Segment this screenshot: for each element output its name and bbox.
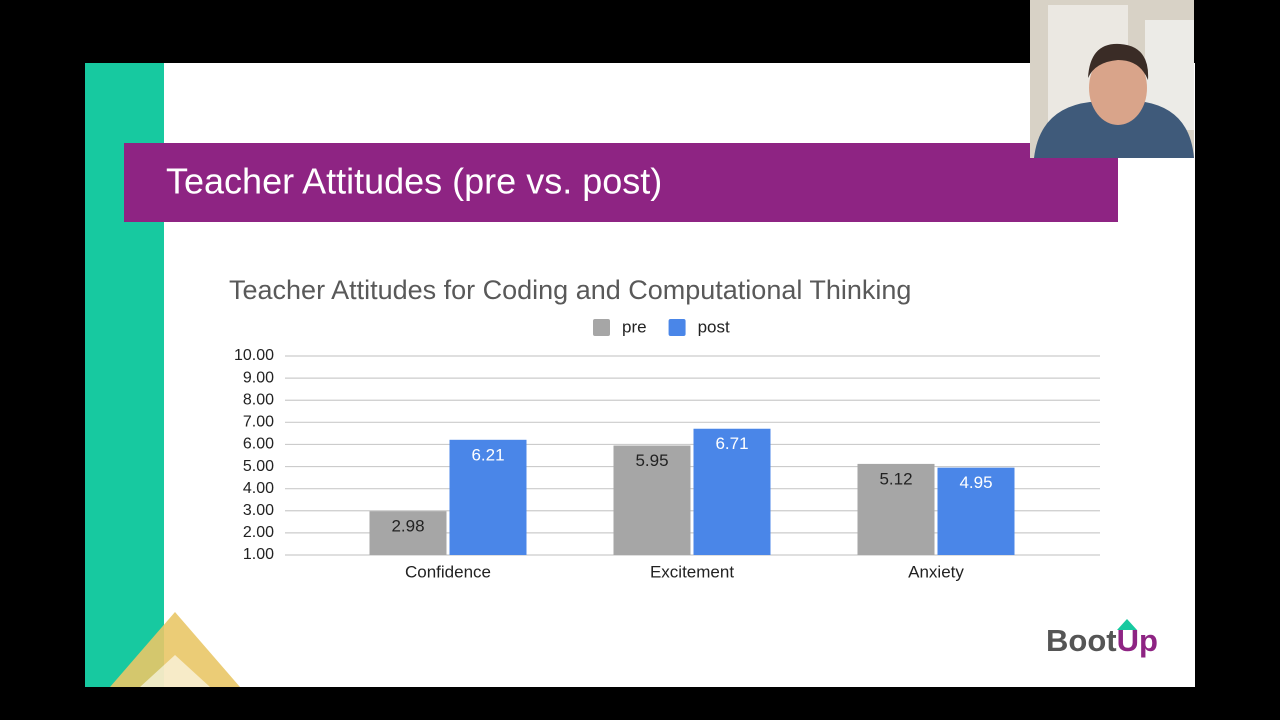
y-tick-label: 1.00 [243,546,274,563]
y-tick-label: 3.00 [243,502,274,519]
legend-label: post [698,317,730,336]
bar [449,439,527,555]
bar [937,467,1015,555]
logo-part: Boot [1046,623,1117,658]
bar [857,463,935,555]
face [1089,51,1147,125]
x-tick-label: Confidence [405,562,491,581]
value-label: 5.95 [635,451,668,470]
bar [369,511,447,555]
value-label: 5.12 [879,469,912,488]
title-banner [124,143,1118,222]
hair [1088,43,1149,80]
y-tick-label: 7.00 [243,414,274,431]
decor-triangle-inner [140,655,210,687]
y-tick-label: 6.00 [243,436,274,453]
value-label: 2.98 [391,517,424,536]
legend-swatch [668,319,686,336]
y-tick-label: 9.00 [243,369,274,386]
legend-swatch [593,319,610,336]
x-tick-label: Excitement [650,562,734,581]
value-label: 6.21 [471,445,504,464]
y-tick-label: 5.00 [243,458,274,475]
y-tick-label: 8.00 [243,391,274,408]
webcam [1030,0,1194,158]
decor-triangle [110,612,240,687]
value-label: 4.95 [959,473,992,492]
slide-title: Teacher Attitudes (pre vs. post) [166,161,662,202]
y-tick-label: 10.00 [234,347,274,364]
bar [613,445,691,555]
x-tick-label: Anxiety [908,562,964,581]
y-tick-label: 4.00 [243,480,274,497]
y-tick-label: 2.00 [243,524,274,541]
legend-label: pre [622,317,647,336]
chart: 1.00 2.00 3.00 4.00 5.00 6.00 7.00 8.00 9.00 10.0… [234,317,1100,581]
chart-title: Teacher Attitudes for Coding and Computa… [229,275,911,305]
value-label: 6.71 [715,434,748,453]
bar [693,428,771,555]
logo: BootUp [1046,623,1158,658]
logo-mark [1117,619,1137,630]
shirt [1034,102,1194,158]
